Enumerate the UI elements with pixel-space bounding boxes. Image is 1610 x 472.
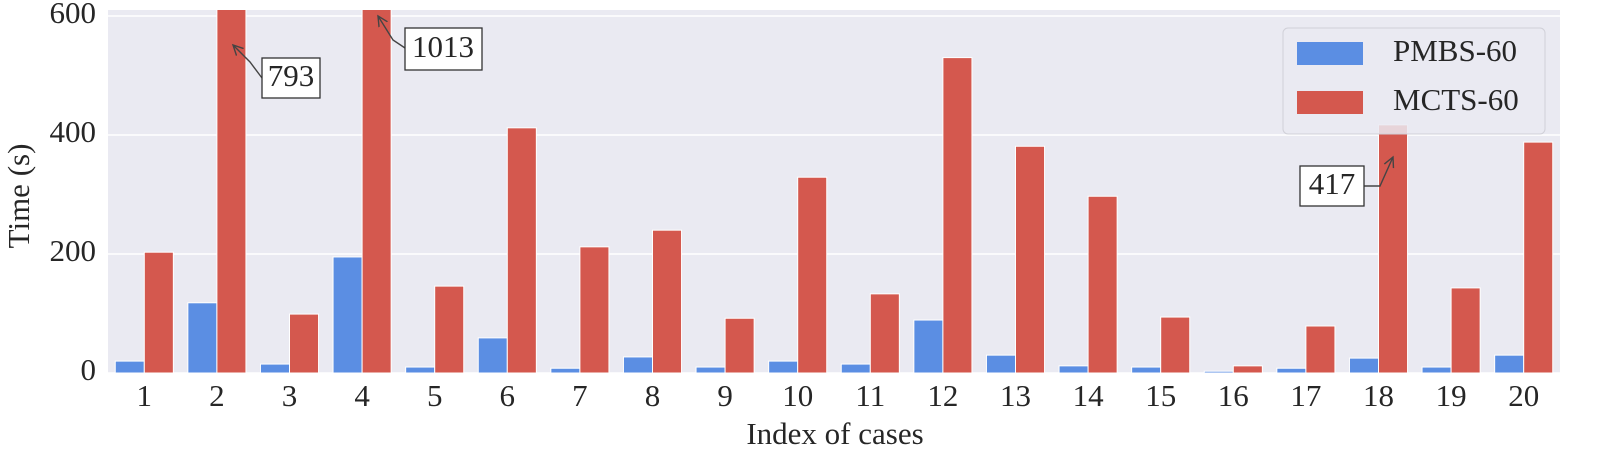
annotation-text: 417 (1309, 166, 1356, 201)
y-tick-label: 0 (81, 352, 97, 387)
annotation-text: 1013 (412, 29, 474, 64)
annotation-box (261, 57, 321, 99)
x-tick-label: 8 (645, 378, 661, 413)
x-tick-label: 18 (1363, 378, 1394, 413)
bar (579, 246, 610, 373)
bar (216, 10, 247, 373)
x-tick-label: 13 (1000, 378, 1031, 413)
bar (405, 366, 436, 373)
x-tick-label: 17 (1290, 378, 1321, 413)
bar (797, 176, 828, 373)
bar (1378, 124, 1409, 373)
bar (332, 256, 363, 373)
bar (506, 127, 537, 373)
x-tick-label: 1 (137, 378, 153, 413)
annotation: 793 (233, 45, 321, 99)
x-tick-label: 20 (1508, 378, 1539, 413)
x-tick-label: 14 (1073, 378, 1105, 413)
bars (114, 10, 1554, 373)
x-tick-label: 12 (927, 378, 958, 413)
bar (1015, 145, 1046, 373)
bar (143, 251, 174, 373)
x-tick-label: 4 (354, 378, 370, 413)
bar (361, 10, 392, 373)
bar (869, 293, 900, 373)
x-tick-label: 19 (1436, 378, 1467, 413)
bar (187, 302, 218, 373)
x-tick-label: 7 (572, 378, 588, 413)
annotation-arrow (233, 45, 263, 79)
bar (1058, 365, 1089, 373)
x-axis-label: Index of cases (746, 416, 923, 451)
bar (1087, 195, 1118, 373)
bar (477, 337, 508, 373)
bar (913, 319, 944, 373)
bar (695, 366, 726, 373)
bar (434, 285, 465, 373)
legend-label: PMBS-60 (1393, 33, 1517, 68)
legend-label: MCTS-60 (1393, 82, 1519, 117)
legend-swatch (1297, 42, 1363, 65)
annotation-box (404, 27, 483, 71)
bar (1276, 367, 1307, 373)
annotation-box (1299, 165, 1365, 207)
bar (768, 360, 799, 373)
annotation-arrow (378, 16, 406, 49)
bar (1203, 370, 1234, 373)
annotation-text: 793 (268, 58, 315, 93)
annotation: 1013 (378, 16, 483, 71)
x-tick-label: 11 (855, 378, 885, 413)
y-axis-label: Time (s) (1, 144, 36, 249)
bar (985, 354, 1017, 373)
bar (840, 363, 871, 373)
y-tick-label: 600 (50, 0, 97, 30)
bar (289, 313, 320, 373)
y-tick-label: 400 (50, 114, 97, 149)
legend: PMBS-60 MCTS-60 (1282, 27, 1546, 135)
bar (1348, 357, 1379, 373)
bar (1421, 366, 1452, 373)
annotation-arrow (1364, 157, 1393, 187)
bar (259, 363, 290, 373)
x-tick-label: 10 (782, 378, 813, 413)
x-tick-label: 9 (717, 378, 733, 413)
x-tick-label: 3 (282, 378, 298, 413)
legend-swatch (1297, 91, 1363, 114)
bar (622, 356, 654, 373)
y-tick-label: 200 (50, 233, 97, 268)
bar (550, 367, 581, 373)
bar (724, 317, 755, 373)
bar (1131, 366, 1162, 373)
x-tick-label: 16 (1218, 378, 1249, 413)
bar (1160, 316, 1191, 373)
bar (1450, 287, 1481, 373)
x-tick-label: 15 (1145, 378, 1176, 413)
x-tick-label: 6 (500, 378, 516, 413)
bar (1232, 365, 1263, 373)
annotation: 417 (1299, 157, 1393, 207)
bar (1494, 354, 1525, 373)
bar (1523, 141, 1554, 373)
bar (1305, 325, 1336, 373)
bar (942, 57, 973, 373)
x-tick-label: 2 (209, 378, 225, 413)
bar (114, 360, 145, 373)
x-tick-label: 5 (427, 378, 443, 413)
bar (652, 229, 683, 373)
